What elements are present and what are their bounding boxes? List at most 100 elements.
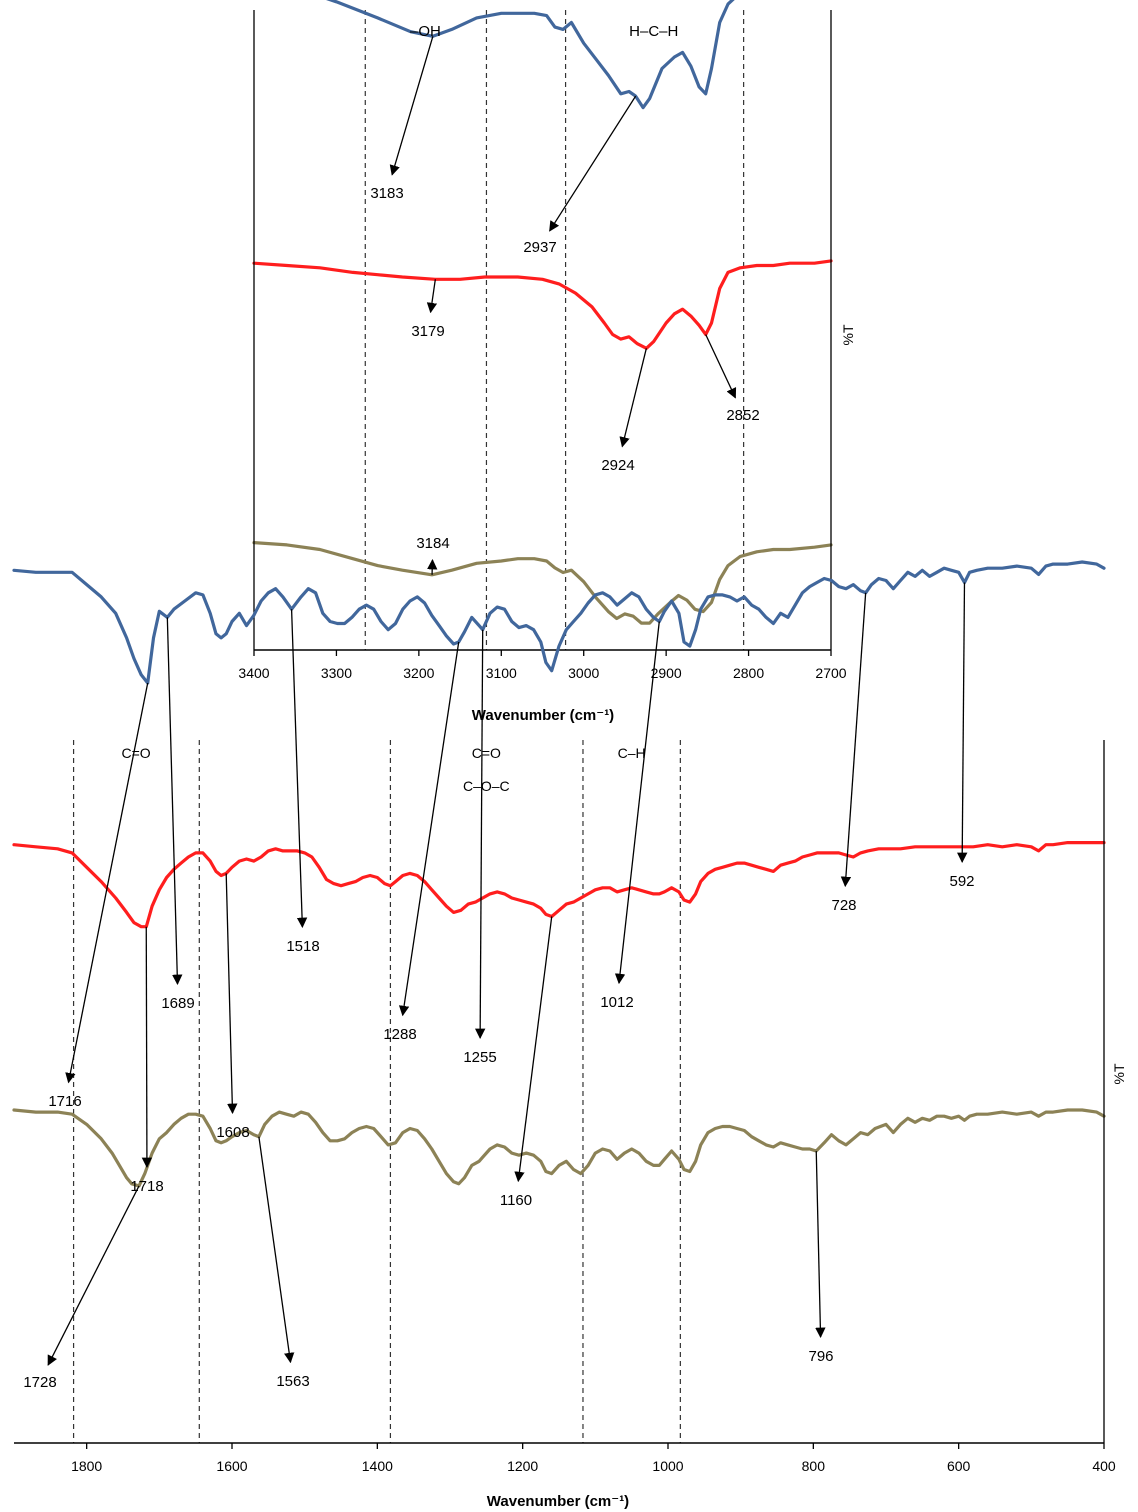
- x-tick-label: 3100: [486, 665, 517, 681]
- x-tick-label: 3000: [568, 665, 599, 681]
- peak-annotation-1160: 1160: [500, 916, 553, 1209]
- annotation-label: 592: [949, 873, 974, 890]
- annotation-arrow: [47, 1185, 140, 1366]
- peak-annotation-1012: 1012: [600, 621, 660, 1011]
- peak-annotations: 3183 2937 3179 2924 2852 3184: [370, 36, 760, 575]
- x-tick-label: 3200: [403, 665, 434, 681]
- region-label: C=O: [472, 745, 501, 761]
- annotation-label: 2852: [726, 407, 759, 424]
- annotation-label: 796: [808, 1348, 833, 1365]
- peak-annotation-3183: 3183: [370, 36, 434, 202]
- annotation-arrow: [514, 916, 553, 1183]
- peak-annotation-1518: 1518: [286, 609, 320, 955]
- annotation-label: 3184: [416, 535, 449, 552]
- annotation-arrow: [619, 348, 647, 448]
- annotation-arrow: [614, 621, 660, 985]
- annotation-arrow: [65, 682, 149, 1084]
- annotation-label: 728: [831, 897, 856, 914]
- spectra-series: [12, 560, 1106, 1188]
- annotation-arrow: [840, 592, 867, 888]
- x-tick-label: 2700: [815, 665, 846, 681]
- annotation-arrow: [225, 873, 238, 1115]
- peak-annotation-3179: 3179: [411, 279, 445, 340]
- peak-annotation-796: 796: [808, 1151, 834, 1365]
- peak-annotation-3184: 3184: [416, 535, 450, 575]
- annotation-arrow: [474, 629, 486, 1040]
- peak-annotation-592: 592: [949, 582, 975, 890]
- peak-annotations: 1689 1518 1288 1255 1012 728 592 1716 1608 1718 11…: [23, 582, 975, 1391]
- x-axis: 1800 1600 1400 1200 1000 800 600 400: [14, 740, 1116, 1474]
- annotation-arrow: [258, 1136, 295, 1364]
- x-tick-label: 600: [947, 1458, 971, 1474]
- x-axis-title: Wavenumber (cm⁻¹): [472, 707, 614, 724]
- region-labels: –OH H–C–H: [410, 23, 678, 40]
- peak-annotation-1563: 1563: [258, 1136, 310, 1390]
- peak-annotation-1288: 1288: [383, 641, 460, 1043]
- region-divider-lines: [72, 740, 681, 1443]
- x-tick-label: 2800: [733, 665, 764, 681]
- annotation-arrow: [389, 36, 434, 176]
- spectrum-line-3: [252, 541, 833, 625]
- annotation-arrow: [398, 641, 460, 1017]
- peak-annotation-1716: 1716: [48, 682, 149, 1110]
- x-tick-label: 1800: [71, 1458, 102, 1474]
- spectra-series: [252, 0, 833, 625]
- annotation-label: 1518: [286, 938, 319, 955]
- x-tick-label: 3300: [321, 665, 352, 681]
- peak-annotation-2852: 2852: [705, 334, 760, 424]
- region-label: C–H: [618, 745, 646, 761]
- annotation-label: 2937: [523, 239, 556, 256]
- spectrum-line-2: [12, 841, 1106, 929]
- spectrum-line-1: [325, 0, 735, 110]
- annotation-label: 3183: [370, 185, 403, 202]
- spectrum-line-2: [252, 259, 833, 350]
- annotation-arrow: [290, 609, 308, 929]
- chart-bottom-1900-400: 1689 1518 1288 1255 1012 728 592 1716 1608 1718 11…: [12, 560, 1127, 1510]
- peak-annotation-1608: 1608: [216, 873, 250, 1141]
- x-tick-label: 3400: [238, 665, 269, 681]
- peak-annotation-728: 728: [831, 592, 867, 914]
- peak-annotation-1689: 1689: [161, 617, 195, 1012]
- region-label: H–C–H: [629, 23, 678, 40]
- annotation-arrow: [957, 582, 968, 864]
- spectrum-line-3: [12, 1108, 1106, 1188]
- annotation-arrow: [166, 617, 183, 986]
- chart-top-3400-2700: 3183 2937 3179 2924 2852 3184 3400 3300 3200 310…: [238, 0, 856, 724]
- x-tick-label: 800: [802, 1458, 826, 1474]
- annotation-label: 1716: [48, 1093, 81, 1110]
- x-tick-label: 400: [1092, 1458, 1116, 1474]
- peak-annotation-2924: 2924: [601, 348, 647, 474]
- annotation-arrow: [815, 1151, 826, 1339]
- region-label: –OH: [410, 23, 441, 40]
- x-tick-label: 1200: [507, 1458, 538, 1474]
- annotation-label: 1288: [383, 1026, 416, 1043]
- peak-annotation-2937: 2937: [523, 95, 637, 256]
- annotation-label: 3179: [411, 323, 444, 340]
- annotation-label: 1255: [463, 1049, 496, 1066]
- annotation-label: 1718: [130, 1178, 163, 1195]
- annotation-arrow: [549, 95, 637, 232]
- region-divider-lines: [364, 10, 745, 650]
- annotation-arrow: [705, 334, 737, 399]
- region-labels: C=O C=O C–O–C C–H: [121, 745, 645, 794]
- annotation-arrow: [141, 926, 153, 1169]
- annotation-label: 1728: [23, 1374, 56, 1391]
- x-tick-label: 1000: [652, 1458, 683, 1474]
- region-label: C–O–C: [463, 778, 510, 794]
- annotation-label: 2924: [601, 457, 634, 474]
- peak-annotation-1728: 1728: [23, 1185, 140, 1391]
- spectrum-line-1: [12, 560, 1106, 685]
- x-tick-label: 1400: [362, 1458, 393, 1474]
- peak-annotation-1255: 1255: [463, 629, 497, 1066]
- annotation-label: 1012: [600, 994, 633, 1011]
- y-axis-title: %T: [840, 324, 856, 345]
- annotation-label: 1608: [216, 1124, 249, 1141]
- region-label: C=O: [121, 745, 150, 761]
- annotation-label: 1689: [161, 995, 194, 1012]
- annotation-label: 1563: [276, 1373, 309, 1390]
- x-tick-label: 2900: [651, 665, 682, 681]
- x-tick-label: 1600: [216, 1458, 247, 1474]
- y-axis-title: %T: [1111, 1063, 1127, 1084]
- x-axis-title: Wavenumber (cm⁻¹): [487, 1493, 629, 1510]
